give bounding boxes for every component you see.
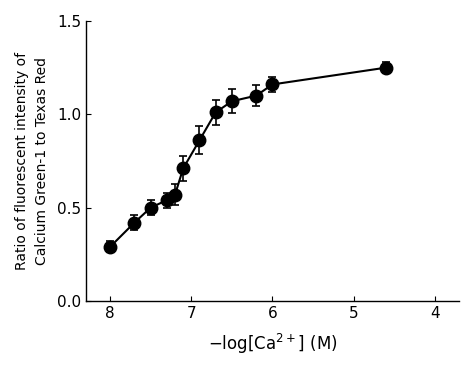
- X-axis label: $-\mathrm{log[Ca}^{2+}\mathrm{]\ (M)}$: $-\mathrm{log[Ca}^{2+}\mathrm{]\ (M)}$: [208, 332, 337, 356]
- Y-axis label: Ratio of fluorescent intensity of
Calcium Green-1 to Texas Red: Ratio of fluorescent intensity of Calciu…: [15, 52, 48, 270]
